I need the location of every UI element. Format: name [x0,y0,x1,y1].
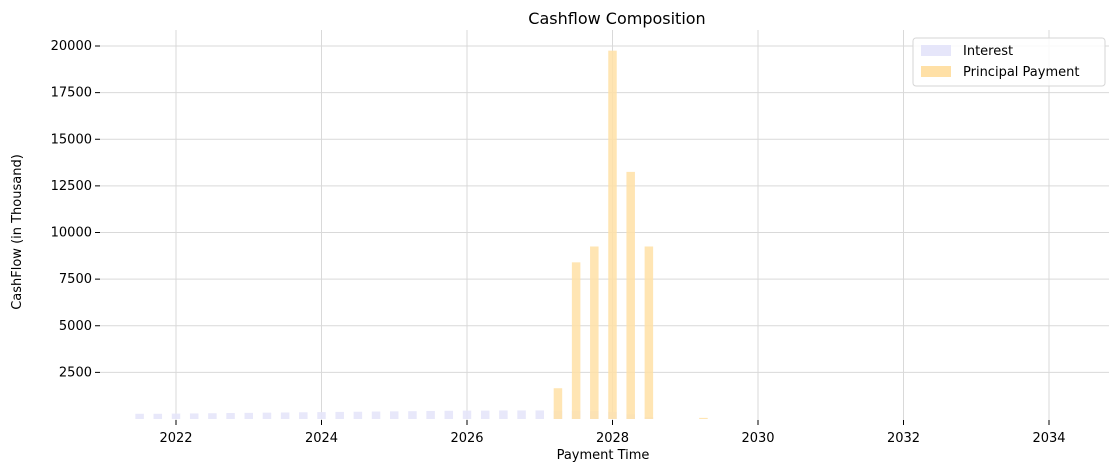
x-axis-label: Payment Time [557,448,650,463]
y-tick-label: 12500 [51,179,92,194]
interest-bar [353,411,363,419]
x-axis-ticks: 2022 2024 2026 2028 2030 2032 2034 [159,420,1066,446]
interest-bar [135,413,144,419]
interest-bar [426,410,435,419]
interest-bar [499,410,508,419]
interest-bar [262,412,272,419]
interest-bar [535,410,544,419]
x-tick-label: 2032 [887,431,920,446]
y-tick-label: 10000 [51,226,92,241]
principal-bar [608,50,617,419]
interest-bar [390,411,399,419]
y-tick-label: 17500 [51,86,92,101]
legend: Interest Principal Payment [912,37,1106,87]
y-tick-label: 7500 [59,272,92,287]
interest-bar [244,412,253,419]
x-tick-label: 2026 [450,431,483,446]
y-tick-label: 5000 [59,319,92,334]
legend-swatch-interest [921,45,951,56]
y-tick-label: 15000 [51,132,92,147]
interest-bar [153,413,163,419]
interest-bar [208,413,217,419]
legend-swatch-principal [921,66,951,77]
legend-box [912,37,1106,87]
chart-title: Cashflow Composition [528,9,705,28]
interest-bar [480,410,490,419]
x-tick-label: 2030 [741,431,774,446]
legend-label-interest: Interest [963,44,1013,59]
interest-bar [371,411,381,419]
interest-bar [226,413,235,419]
y-tick-label: 20000 [51,39,92,54]
interest-bar [408,411,417,419]
y-tick-label: 2500 [59,365,92,380]
bars [135,50,708,419]
x-tick-label: 2028 [596,431,629,446]
x-tick-label: 2034 [1032,431,1065,446]
legend-label-principal: Principal Payment [963,65,1079,80]
y-axis-ticks: 2500 5000 7500 10000 12500 15000 17500 20000 [51,39,100,380]
principal-bar [553,388,563,419]
principal-bar [571,262,581,419]
interest-bar [517,410,526,419]
interest-bar [171,413,181,419]
interest-bar [280,412,290,419]
x-tick-label: 2022 [159,431,192,446]
principal-bar [626,171,635,419]
interest-bar [335,411,344,419]
y-axis-label: CashFlow (in Thousand) [10,154,25,310]
interest-bar [317,412,326,419]
interest-bar [189,413,199,419]
interest-bar [444,410,454,419]
x-tick-label: 2024 [305,431,338,446]
principal-bar [644,246,654,419]
grid-lines [100,30,1109,420]
principal-bar [699,417,708,419]
interest-bar [299,412,308,419]
interest-bar [462,410,472,419]
principal-bar [590,246,599,419]
